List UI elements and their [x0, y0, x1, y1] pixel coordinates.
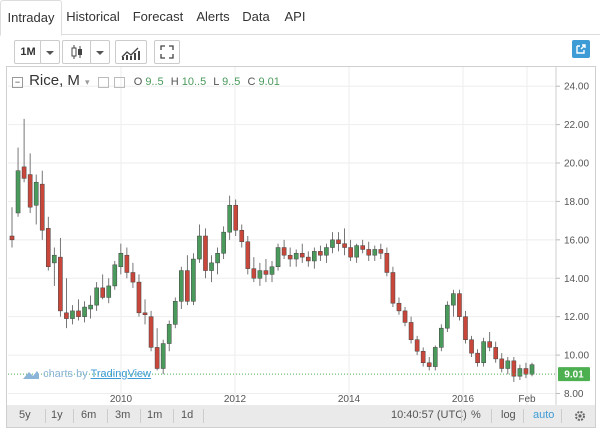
footer-separator	[107, 409, 108, 423]
range-1d[interactable]: 1d	[181, 409, 194, 421]
tab-alerts[interactable]: Alerts	[196, 9, 230, 24]
tab-bar: Intraday Historical Forecast Alerts Data…	[0, 0, 600, 36]
external-link-button[interactable]	[572, 40, 590, 58]
footer-separator	[45, 409, 46, 423]
collapse-icon[interactable]: −	[12, 76, 23, 88]
range-1y[interactable]: 1y	[51, 409, 63, 421]
tab-api[interactable]: API	[284, 9, 306, 24]
interval-button[interactable]: 1M	[14, 40, 42, 64]
symbol-dropdown-icon[interactable]: ▾	[84, 77, 90, 87]
ohlc-low-label: L	[213, 76, 219, 88]
range-1m[interactable]: 1m	[147, 409, 163, 421]
chart-footer: 5y 1y 6m 3m 1m 1d 10:40:57 (UTC) % log a…	[6, 405, 596, 428]
ohlc-close-value: 9.01	[258, 76, 280, 88]
tradingview-watermark[interactable]: charts by TradingView	[22, 368, 151, 380]
chart-toolbar: 1M	[0, 35, 600, 65]
interval-dropdown[interactable]	[40, 40, 60, 64]
fullscreen-button[interactable]	[154, 40, 180, 64]
ohlc-open-label: O	[133, 76, 143, 88]
tab-intraday[interactable]: Intraday	[0, 0, 62, 36]
footer-separator	[203, 409, 204, 423]
gear-icon[interactable]	[573, 409, 587, 423]
footer-separator	[140, 409, 141, 423]
close-icon[interactable]	[113, 76, 125, 88]
ohlc-open-value: 9..5	[145, 76, 164, 88]
tab-historical[interactable]: Historical	[66, 9, 120, 24]
ohlc-high-value: 10..5	[181, 76, 207, 88]
footer-separator	[173, 409, 174, 423]
symbol-title: Rice, M	[29, 72, 80, 89]
range-5y[interactable]: 5y	[19, 409, 31, 421]
chart-legend: − Rice, M ▾ O 9..5 H 10..5 L 9..5 C 9.01	[12, 72, 280, 90]
external-link-icon	[576, 44, 586, 54]
footer-separator	[461, 409, 462, 423]
ohlc-close-label: C	[247, 76, 256, 88]
range-3m[interactable]: 3m	[115, 409, 131, 421]
ohlc-low-value: 9..5	[222, 76, 241, 88]
bar-style-dropdown[interactable]	[90, 40, 110, 64]
range-6m[interactable]: 6m	[81, 409, 97, 421]
chevron-down-icon	[96, 51, 104, 55]
candlestick-icon	[71, 45, 82, 59]
footer-separator	[73, 409, 74, 423]
footer-separator	[523, 409, 524, 423]
watermark-brand: TradingView	[90, 368, 152, 380]
percent-toggle[interactable]: %	[471, 409, 481, 421]
chevron-down-icon	[46, 51, 54, 55]
indicators-icon	[121, 47, 140, 60]
chart-frame	[6, 66, 596, 408]
auto-toggle[interactable]: auto	[533, 409, 555, 421]
tradingview-logo-icon	[23, 371, 39, 380]
footer-separator	[491, 409, 492, 423]
settings-icon[interactable]	[97, 76, 109, 88]
bar-style-button[interactable]	[62, 40, 92, 64]
tab-forecast[interactable]: Forecast	[132, 9, 184, 24]
clock-readout: 10:40:57 (UTC)	[391, 409, 467, 421]
fullscreen-icon	[160, 45, 174, 59]
watermark-prefix: charts by	[43, 368, 88, 380]
tab-data[interactable]: Data	[242, 9, 270, 24]
log-toggle[interactable]: log	[501, 409, 516, 421]
footer-separator	[561, 409, 562, 423]
ohlc-high-label: H	[170, 76, 179, 88]
indicators-button[interactable]	[115, 40, 147, 64]
